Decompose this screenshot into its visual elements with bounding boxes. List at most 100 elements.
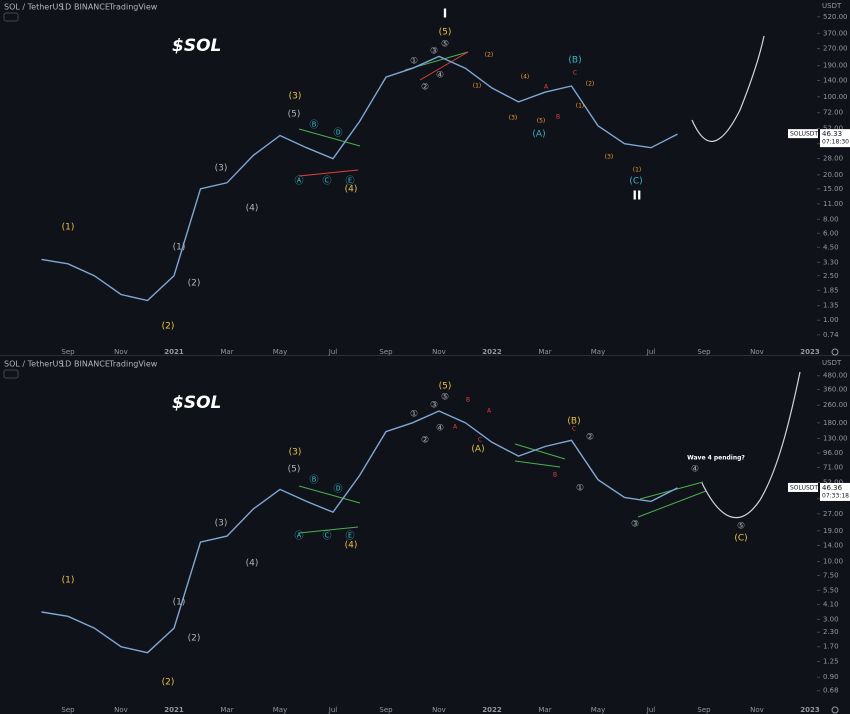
y-tick-label: 520.00	[823, 13, 848, 21]
wave-label: Ⓒ	[322, 531, 331, 542]
wave-label: Ⓓ	[333, 128, 342, 139]
y-tick-label: 6.00	[823, 229, 839, 237]
wave-label: B	[556, 114, 560, 121]
x-tick-label: 2023	[800, 706, 820, 714]
y-tick-label: 0.74	[823, 331, 839, 339]
wave-label: II	[633, 189, 642, 203]
x-tick-label: 2022	[482, 348, 502, 356]
wave-label: ③	[631, 520, 639, 530]
wave-label: (2)	[586, 81, 595, 88]
wave-label: Ⓐ	[294, 176, 303, 187]
y-tick-label: 140.00	[823, 76, 848, 84]
price-tag-value: 46.36	[822, 484, 843, 492]
y-tick-label: 3.00	[823, 615, 839, 623]
wave-label: (A)	[471, 445, 484, 455]
wave-label: (1)	[633, 167, 642, 174]
settings-icon	[831, 706, 839, 714]
wave-label: ④	[436, 71, 444, 81]
price-tag-box	[820, 482, 850, 501]
x-tick-label: 2021	[164, 348, 184, 356]
price-line	[41, 55, 678, 302]
wave-label: Ⓑ	[309, 120, 318, 131]
y-tick-label: 28.00	[823, 155, 843, 163]
price-tag-value: 46.33	[822, 130, 842, 138]
wave-label: Ⓒ	[322, 176, 331, 187]
y-tick-label: 100.00	[823, 93, 848, 101]
y-tick-label: 270.00	[823, 45, 848, 53]
wave-label: (2)	[162, 322, 175, 332]
x-tick-label: Jul	[328, 706, 338, 714]
wave-label: (1)	[473, 83, 482, 90]
wave-label: C	[573, 70, 577, 77]
wave-label: (5)	[288, 465, 301, 475]
trendline	[514, 460, 561, 468]
wave-label: ⑤	[441, 393, 449, 403]
wave-label: A	[487, 408, 492, 415]
wave-label: (3)	[289, 92, 302, 102]
wave-label: (5)	[288, 110, 301, 120]
symbol: SOL / TetherUS	[4, 360, 63, 369]
y-tick-label: 4.10	[823, 600, 839, 608]
y-tick-label: 3.30	[823, 258, 839, 266]
wave-label: Ⓓ	[333, 484, 342, 495]
y-tick-label: 2.30	[823, 628, 839, 636]
y-tick-label: 71.00	[823, 463, 843, 471]
wave-label: A	[544, 84, 549, 91]
y-tick-label: 20.00	[823, 171, 843, 179]
wave-label: C	[572, 426, 576, 433]
wave-label: (1)	[62, 576, 75, 586]
indicator-toggle	[3, 12, 19, 22]
x-tick-label: Jul	[646, 706, 656, 714]
x-tick-label: May	[273, 706, 287, 714]
wave-label: (1)	[576, 103, 585, 110]
interval: 1D	[60, 360, 71, 369]
x-tick-label: Sep	[61, 706, 75, 714]
wave-label: (4)	[246, 559, 259, 569]
wave-label: (2)	[485, 52, 494, 59]
price-line	[41, 410, 678, 654]
y-tick-label: 7.50	[823, 571, 839, 579]
price-tag-countdown: 07:18:30	[822, 139, 849, 146]
wave-label: (2)	[188, 279, 201, 289]
trendline	[514, 443, 566, 460]
wave-label: ④	[436, 424, 444, 434]
y-tick-label: 260.00	[823, 401, 848, 409]
y-tick-label: 370.00	[823, 29, 848, 37]
price-tag-name: SOLUSDT	[790, 484, 818, 491]
y-tick-label: 10.00	[823, 558, 843, 566]
wave-label: ①	[410, 57, 418, 67]
y-tick-label: 130.00	[823, 434, 848, 442]
wave-label: B	[553, 472, 557, 479]
wave-label: B	[466, 397, 470, 404]
wave-label: (3)	[215, 164, 228, 174]
platform: TradingView	[108, 3, 158, 12]
projection-path	[701, 371, 801, 519]
wave-label: (B)	[568, 56, 581, 66]
price-tag-countdown: 07:33:18	[822, 492, 849, 499]
x-tick-label: Nov	[750, 706, 764, 714]
wave-label: (2)	[188, 634, 201, 644]
wave-label: A	[453, 424, 458, 431]
y-tick-label: 15.00	[823, 185, 843, 193]
y-tick-label: 72.00	[823, 109, 843, 117]
wave-label: Ⓔ	[345, 531, 354, 542]
wave-label: (C)	[629, 177, 642, 187]
x-tick-label: Sep	[61, 348, 75, 356]
wave-label: (3)	[605, 154, 614, 161]
trendline	[419, 51, 469, 81]
y-tick-label: 1.35	[823, 302, 839, 310]
y-tick-label: 11.00	[823, 200, 843, 208]
wave-label: ②	[421, 436, 429, 446]
wave-label: (B)	[567, 417, 580, 427]
y-tick-label: 14.00	[823, 541, 843, 549]
wave-label: (3)	[509, 115, 518, 122]
title: $SOL	[172, 36, 221, 56]
wave-label: ③	[430, 47, 438, 57]
wave-label: (1)	[173, 598, 186, 608]
x-tick-label: May	[273, 348, 287, 356]
y-tick-label: 0.68	[823, 687, 839, 695]
wave-label: (3)	[215, 519, 228, 529]
y-tick-label: 8.00	[823, 215, 839, 223]
trendline	[298, 128, 361, 147]
